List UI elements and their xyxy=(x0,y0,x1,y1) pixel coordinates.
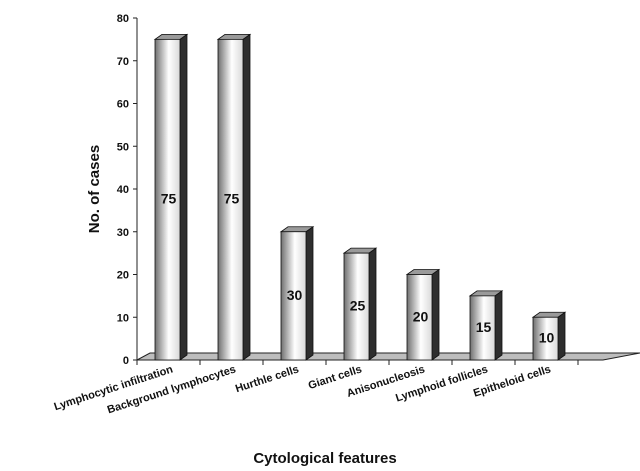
x-ticks xyxy=(136,360,579,365)
bar-value-label: 75 xyxy=(161,191,177,207)
bar: 30 xyxy=(279,225,315,361)
bar-front-face xyxy=(280,231,307,361)
y-tick-label: 40 xyxy=(117,184,129,196)
y-tick-label: 60 xyxy=(117,99,129,111)
bar-value-label: 10 xyxy=(539,330,555,346)
bar-side-face xyxy=(305,225,314,361)
bar-value-label: 75 xyxy=(224,191,240,207)
y-ticks: 0 10 20 30 40 50 60 70 80 xyxy=(117,13,137,367)
y-tick-label: 0 xyxy=(123,355,129,367)
bar-front-face xyxy=(532,316,559,361)
bar-side-face xyxy=(368,247,377,361)
y-tick-label: 10 xyxy=(117,312,129,324)
bars-group: 75 75 30 25 20 15 10 xyxy=(153,33,567,361)
y-tick-label: 30 xyxy=(117,227,129,239)
bar-side-face xyxy=(179,33,188,361)
y-axis-title: No. of cases xyxy=(86,145,103,233)
bar: 20 xyxy=(405,268,441,361)
bar-front-face xyxy=(154,38,181,361)
bar-front-face xyxy=(343,252,370,361)
bar-value-label: 20 xyxy=(413,308,429,324)
bar: 75 xyxy=(216,33,252,361)
bar: 75 xyxy=(153,33,189,361)
bar-value-label: 15 xyxy=(476,319,492,335)
x-axis-title: Cytological features xyxy=(253,450,396,467)
bar-front-face xyxy=(406,274,433,361)
bar: 25 xyxy=(342,247,378,361)
bar: 10 xyxy=(531,311,567,361)
bar-side-face xyxy=(557,311,566,361)
y-tick-label: 80 xyxy=(117,13,129,25)
y-tick-label: 20 xyxy=(117,270,129,282)
chart-floor xyxy=(136,352,640,361)
bar-side-face xyxy=(494,290,503,361)
x-category-label: Hurthle cells xyxy=(234,363,301,395)
bar: 15 xyxy=(468,290,504,361)
bar-side-face xyxy=(431,268,440,361)
bar-front-face xyxy=(217,38,244,361)
y-tick-label: 70 xyxy=(117,56,129,68)
bar-side-face xyxy=(242,33,251,361)
bar-front-face xyxy=(469,295,496,361)
bar-value-label: 25 xyxy=(350,298,366,314)
y-tick-label: 50 xyxy=(117,141,129,153)
bar-value-label: 30 xyxy=(287,287,303,303)
